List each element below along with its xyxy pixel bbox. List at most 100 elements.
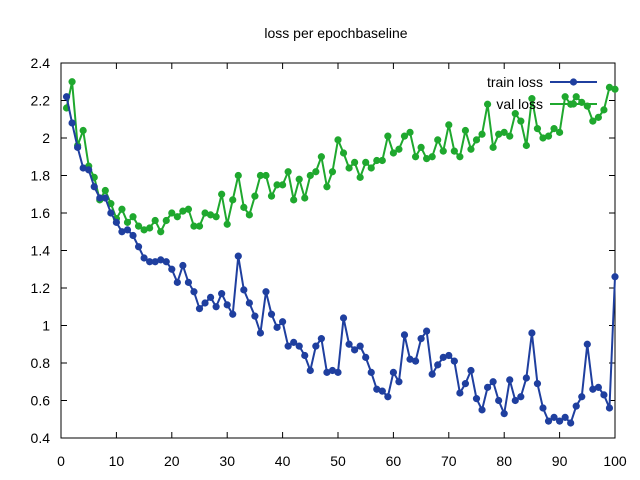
data-point: [445, 351, 453, 360]
data-point: [528, 95, 536, 103]
data-point: [428, 370, 436, 378]
series-train-loss: [62, 93, 619, 427]
legend-marker: [569, 100, 578, 108]
data-point: [290, 338, 298, 346]
data-point: [467, 366, 475, 375]
data-point: [495, 396, 503, 405]
data-point: [68, 78, 76, 86]
data-point: [256, 171, 265, 180]
data-point: [489, 143, 497, 151]
data-point: [218, 290, 226, 298]
data-point: [373, 385, 381, 393]
data-point: [423, 327, 431, 335]
data-point: [279, 181, 287, 189]
data-point: [190, 288, 198, 296]
data-point: [151, 258, 159, 266]
data-point: [129, 231, 137, 240]
data-point: [146, 258, 154, 266]
data-point: [456, 153, 464, 161]
data-point: [439, 147, 447, 155]
data-point: [206, 211, 215, 219]
data-point: [506, 132, 514, 140]
data-point: [461, 380, 470, 388]
x-tick-label: 10: [109, 453, 125, 469]
data-point: [539, 404, 547, 412]
data-point: [107, 209, 115, 217]
data-point: [406, 355, 414, 363]
data-point: [173, 213, 181, 221]
data-point: [400, 331, 409, 339]
data-point: [301, 194, 309, 202]
y-tick-label: 2: [42, 130, 50, 146]
data-point: [384, 393, 392, 401]
data-point: [290, 196, 298, 204]
data-point: [184, 205, 193, 213]
legend-label: val loss: [496, 96, 543, 112]
data-point: [367, 368, 375, 376]
plot-frame: [60, 62, 616, 439]
data-point: [500, 410, 508, 418]
data-point: [306, 171, 314, 180]
data-point: [323, 368, 331, 376]
data-point: [151, 216, 159, 225]
data-point: [118, 228, 126, 236]
data-point: [134, 222, 143, 230]
data-point: [434, 361, 442, 369]
data-point: [489, 378, 497, 386]
data-point: [594, 113, 602, 121]
data-point: [439, 353, 447, 361]
x-tick-label: 70: [441, 453, 457, 469]
data-point: [533, 380, 542, 388]
data-point: [594, 383, 602, 391]
data-point: [561, 93, 569, 101]
data-point: [362, 158, 370, 166]
data-point: [411, 357, 420, 365]
data-point: [201, 299, 209, 307]
data-point: [356, 342, 364, 350]
legend-label: train loss: [487, 74, 543, 90]
data-point: [411, 153, 420, 161]
data-point: [251, 192, 259, 200]
data-point: [572, 93, 580, 101]
data-point: [245, 299, 253, 307]
data-point: [157, 228, 165, 236]
x-tick-label: 100: [603, 453, 627, 469]
data-point: [262, 288, 270, 296]
data-point: [561, 413, 569, 421]
data-point: [334, 136, 342, 144]
data-point: [550, 125, 558, 133]
data-point: [578, 393, 586, 401]
data-point: [461, 126, 470, 135]
legend-marker: [569, 78, 578, 86]
x-tick-label: 30: [219, 453, 235, 469]
data-point: [90, 183, 98, 191]
legend: train loss val loss: [487, 74, 597, 112]
y-tick-label: 0.8: [31, 355, 51, 371]
data-point: [279, 318, 287, 326]
data-point: [550, 413, 558, 421]
data-point: [229, 196, 237, 204]
data-point: [62, 93, 71, 101]
data-point: [273, 181, 281, 189]
data-point: [240, 286, 248, 294]
data-point: [223, 220, 231, 228]
data-point: [605, 404, 614, 412]
chart-title: loss per epochbaseline: [264, 25, 407, 41]
y-tick-label: 1: [42, 318, 50, 334]
data-point: [134, 243, 143, 251]
data-point: [423, 155, 431, 163]
data-point: [517, 117, 525, 125]
data-point: [112, 218, 120, 226]
data-point: [339, 149, 348, 157]
data-point: [528, 329, 536, 337]
data-point: [472, 136, 481, 144]
data-point: [362, 353, 370, 361]
data-point: [212, 303, 220, 311]
data-point: [162, 258, 170, 266]
data-point: [345, 340, 353, 348]
y-tick-label: 1.2: [31, 280, 51, 296]
data-point: [317, 153, 325, 161]
data-point: [306, 366, 314, 375]
data-point: [284, 342, 292, 350]
